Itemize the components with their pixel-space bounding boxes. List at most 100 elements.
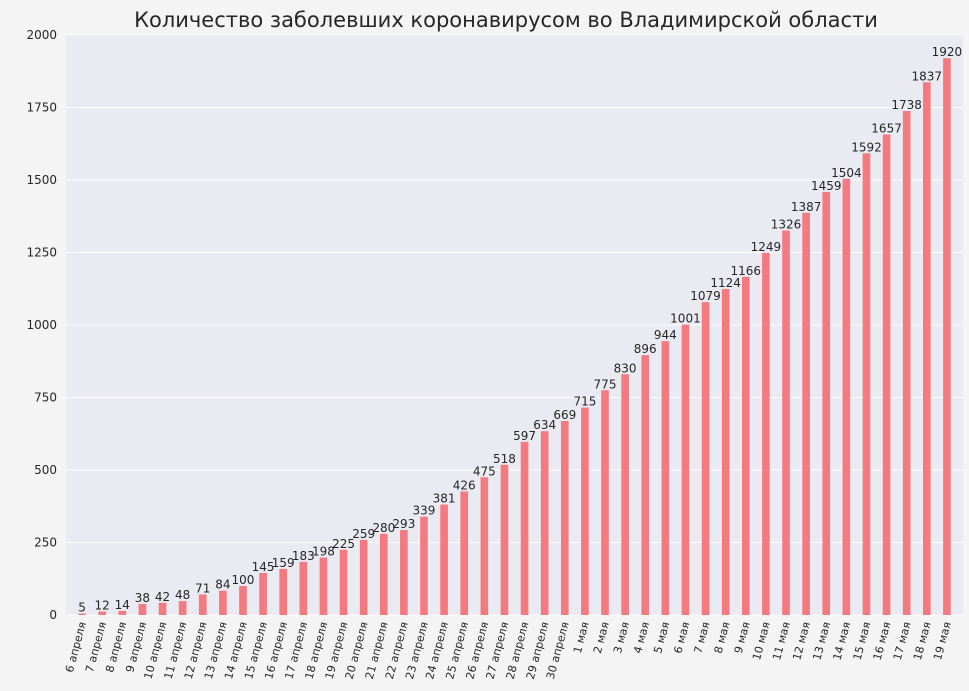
data-label: 48 (175, 588, 190, 602)
data-label: 183 (292, 549, 315, 563)
bar (922, 82, 931, 615)
data-labels: 5 12 14 38 42 48 71 84 1001451591831982252592802… (78, 45, 962, 614)
data-label: 634 (533, 418, 556, 432)
data-label: 669 (553, 408, 576, 422)
y-tick-label: 750 (34, 391, 57, 405)
bar (158, 602, 167, 615)
data-label: 1166 (731, 264, 762, 278)
bars (78, 58, 951, 616)
bar (601, 390, 609, 615)
y-tick-label: 500 (34, 463, 57, 477)
y-tick-label: 1000 (26, 318, 57, 332)
data-label: 1592 (851, 140, 882, 154)
data-label: 198 (312, 545, 335, 559)
data-label: 1079 (690, 289, 721, 303)
data-label: 896 (634, 342, 657, 356)
bar (621, 374, 629, 615)
data-label: 1387 (791, 200, 822, 214)
data-label: 597 (513, 429, 536, 443)
data-label: 1124 (710, 276, 741, 290)
bar (420, 516, 428, 615)
bar (279, 568, 288, 615)
bar (762, 252, 770, 616)
chart-title: Количество заболевших коронавирусом во В… (134, 8, 878, 32)
data-label: 293 (392, 517, 415, 531)
bar (862, 153, 871, 615)
bar (78, 613, 86, 615)
data-label: 12 (95, 599, 110, 613)
bar (782, 230, 790, 615)
data-label: 1459 (811, 179, 842, 193)
bar (480, 477, 489, 615)
bar (741, 276, 750, 615)
y-tick-label: 1750 (26, 101, 57, 115)
bar (822, 191, 831, 615)
y-tick-label: 0 (49, 608, 57, 622)
bar (460, 491, 469, 615)
bar (681, 324, 690, 615)
data-label: 1504 (831, 166, 862, 180)
bar (701, 302, 710, 615)
data-label: 1001 (670, 312, 701, 326)
data-label: 426 (453, 478, 476, 492)
data-label: 1837 (912, 69, 943, 83)
data-label: 1920 (932, 45, 963, 59)
data-label: 259 (352, 527, 375, 541)
data-label: 381 (433, 492, 456, 506)
data-label: 280 (372, 521, 395, 535)
bar (239, 586, 247, 615)
bar (540, 431, 549, 615)
data-label: 100 (232, 573, 255, 587)
data-label: 1326 (771, 217, 802, 231)
bar (520, 441, 529, 615)
bar (359, 539, 368, 615)
bar (641, 355, 650, 615)
bar (178, 601, 187, 615)
data-label: 944 (654, 328, 677, 342)
bar (138, 603, 147, 615)
bar (118, 610, 127, 615)
bar (721, 289, 730, 615)
gridlines (66, 34, 963, 616)
data-label: 1738 (891, 98, 922, 112)
y-tick-label: 1500 (26, 173, 57, 187)
bar (902, 110, 911, 615)
bar (581, 407, 589, 615)
bar (198, 594, 207, 615)
y-tick-label: 1250 (26, 246, 57, 260)
y-axis-ticks: 0 250 500 750 1000 1250 1500 1750 2000 (26, 28, 57, 622)
data-label: 5 (78, 601, 86, 615)
data-label: 42 (155, 590, 170, 604)
y-tick-label: 250 (34, 536, 57, 550)
bar (319, 557, 328, 615)
data-label: 38 (135, 591, 150, 605)
data-label: 14 (115, 598, 130, 612)
bar (943, 58, 951, 615)
data-label: 71 (195, 581, 210, 595)
bar (882, 134, 891, 615)
data-label: 518 (493, 452, 516, 466)
data-label: 775 (594, 377, 617, 391)
bar (661, 341, 670, 615)
bar (802, 212, 810, 615)
data-label: 1249 (751, 240, 782, 254)
data-label: 84 (215, 578, 230, 592)
bar (400, 530, 408, 615)
bar (379, 533, 388, 615)
y-tick-label: 2000 (26, 28, 57, 42)
bar (98, 611, 107, 615)
bar (560, 420, 569, 615)
bar (500, 464, 509, 615)
data-label: 145 (252, 560, 275, 574)
data-label: 830 (614, 361, 637, 375)
data-label: 225 (332, 537, 355, 551)
bar (219, 590, 227, 615)
bar (259, 572, 267, 615)
data-label: 1657 (871, 121, 902, 135)
data-label: 715 (573, 395, 596, 409)
bar (842, 178, 851, 615)
data-label: 159 (272, 556, 295, 570)
data-label: 339 (413, 504, 436, 518)
